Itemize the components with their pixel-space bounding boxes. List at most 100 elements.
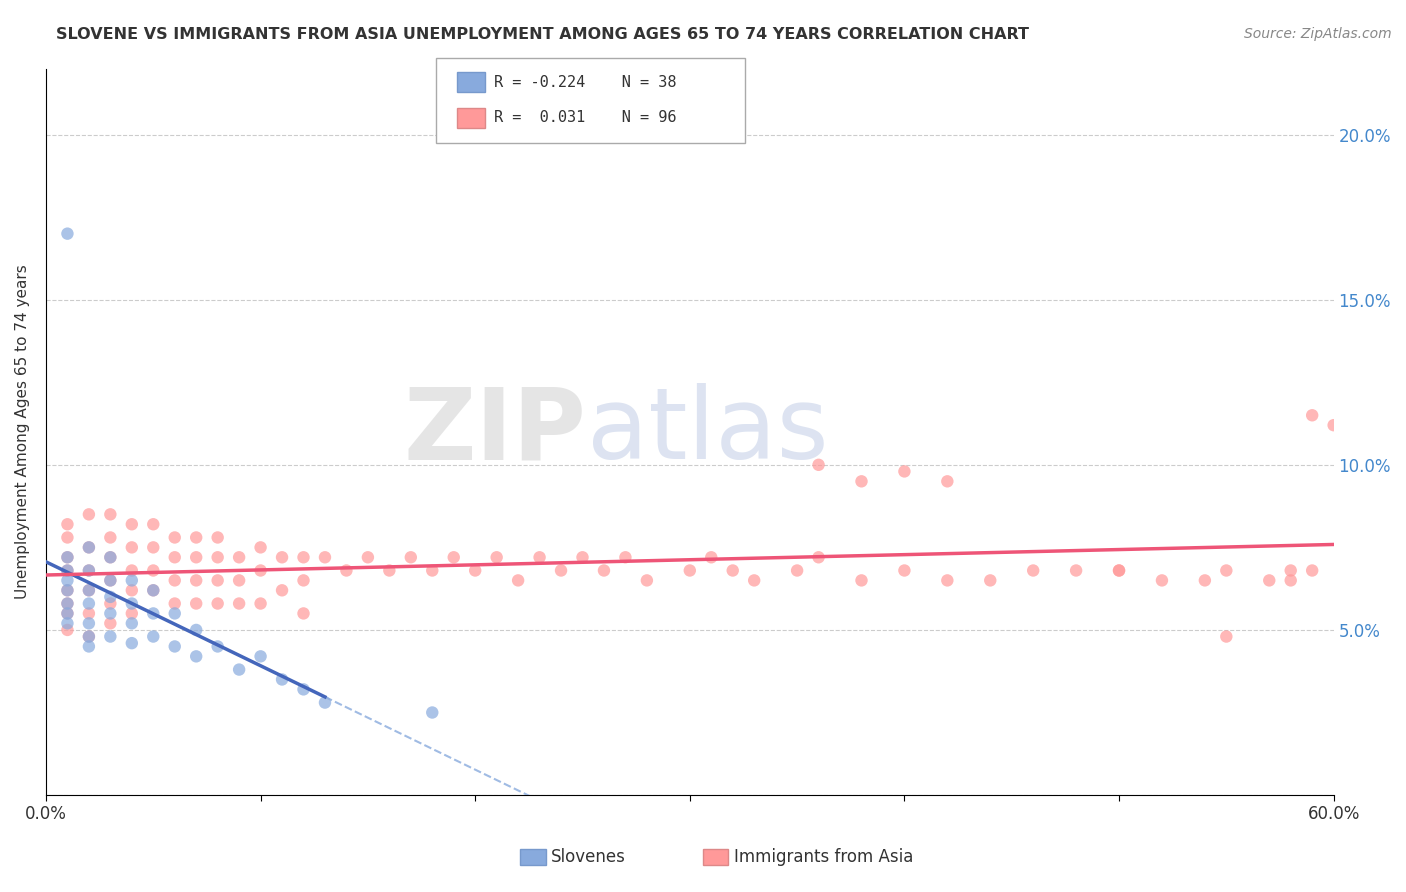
Point — [142, 583, 165, 598]
Y-axis label: Unemployment Among Ages 65 to 74 years: Unemployment Among Ages 65 to 74 years — [15, 264, 30, 599]
Point — [77, 508, 100, 522]
Text: SLOVENE VS IMMIGRANTS FROM ASIA UNEMPLOYMENT AMONG AGES 65 TO 74 YEARS CORRELATI: SLOVENE VS IMMIGRANTS FROM ASIA UNEMPLOY… — [56, 27, 1029, 42]
Point — [56, 517, 79, 532]
Point — [314, 550, 336, 565]
Point — [851, 574, 873, 588]
Point — [529, 550, 551, 565]
Point — [142, 583, 165, 598]
Point — [56, 531, 79, 545]
Point — [378, 564, 401, 578]
Point — [1108, 564, 1130, 578]
Point — [742, 574, 765, 588]
Point — [77, 583, 100, 598]
Point — [207, 574, 229, 588]
Point — [142, 541, 165, 555]
Point — [98, 574, 121, 588]
Point — [56, 623, 79, 637]
Point — [56, 550, 79, 565]
Point — [77, 583, 100, 598]
Point — [121, 636, 143, 650]
Text: atlas: atlas — [586, 384, 828, 480]
Point — [420, 564, 443, 578]
Point — [593, 564, 616, 578]
Point — [77, 541, 100, 555]
Point — [1064, 564, 1087, 578]
Point — [936, 475, 959, 489]
Point — [121, 564, 143, 578]
Point — [357, 550, 380, 565]
Point — [420, 706, 443, 720]
Point — [249, 649, 271, 664]
Point — [77, 616, 100, 631]
Point — [207, 550, 229, 565]
Point — [1150, 574, 1173, 588]
Point — [636, 574, 658, 588]
Point — [807, 550, 830, 565]
Point — [249, 597, 271, 611]
Point — [1108, 564, 1130, 578]
Point — [1301, 409, 1323, 423]
Point — [98, 531, 121, 545]
Point — [56, 583, 79, 598]
Point — [163, 607, 186, 621]
Point — [98, 550, 121, 565]
Point — [207, 640, 229, 654]
Point — [893, 464, 915, 478]
Point — [1258, 574, 1281, 588]
Point — [56, 607, 79, 621]
Point — [292, 550, 315, 565]
Text: Immigrants from Asia: Immigrants from Asia — [734, 848, 914, 866]
Point — [721, 564, 744, 578]
Point — [207, 531, 229, 545]
Point — [936, 574, 959, 588]
Point — [163, 640, 186, 654]
Point — [1022, 564, 1045, 578]
Point — [550, 564, 572, 578]
Point — [98, 597, 121, 611]
Point — [77, 630, 100, 644]
Point — [142, 630, 165, 644]
Point — [56, 227, 79, 241]
Text: Slovenes: Slovenes — [551, 848, 626, 866]
Point — [77, 541, 100, 555]
Point — [807, 458, 830, 472]
Point — [98, 616, 121, 631]
Point — [77, 564, 100, 578]
Point — [98, 550, 121, 565]
Point — [1279, 564, 1302, 578]
Point — [851, 475, 873, 489]
Point — [1215, 564, 1237, 578]
Point — [186, 574, 208, 588]
Point — [98, 590, 121, 604]
Point — [249, 541, 271, 555]
Point — [700, 550, 723, 565]
Point — [163, 574, 186, 588]
Point — [186, 550, 208, 565]
Point — [186, 649, 208, 664]
Point — [508, 574, 530, 588]
Point — [292, 574, 315, 588]
Point — [77, 564, 100, 578]
Point — [121, 616, 143, 631]
Point — [98, 630, 121, 644]
Point — [399, 550, 422, 565]
Point — [1279, 574, 1302, 588]
Point — [56, 583, 79, 598]
Point — [56, 607, 79, 621]
Point — [292, 682, 315, 697]
Point — [121, 517, 143, 532]
Point — [1194, 574, 1216, 588]
Point — [56, 574, 79, 588]
Point — [1301, 564, 1323, 578]
Point — [207, 597, 229, 611]
Point — [186, 531, 208, 545]
Point — [614, 550, 637, 565]
Point — [142, 517, 165, 532]
Point — [249, 564, 271, 578]
Point — [142, 607, 165, 621]
Point — [464, 564, 486, 578]
Point — [121, 574, 143, 588]
Point — [56, 597, 79, 611]
Point — [443, 550, 465, 565]
Point — [121, 607, 143, 621]
